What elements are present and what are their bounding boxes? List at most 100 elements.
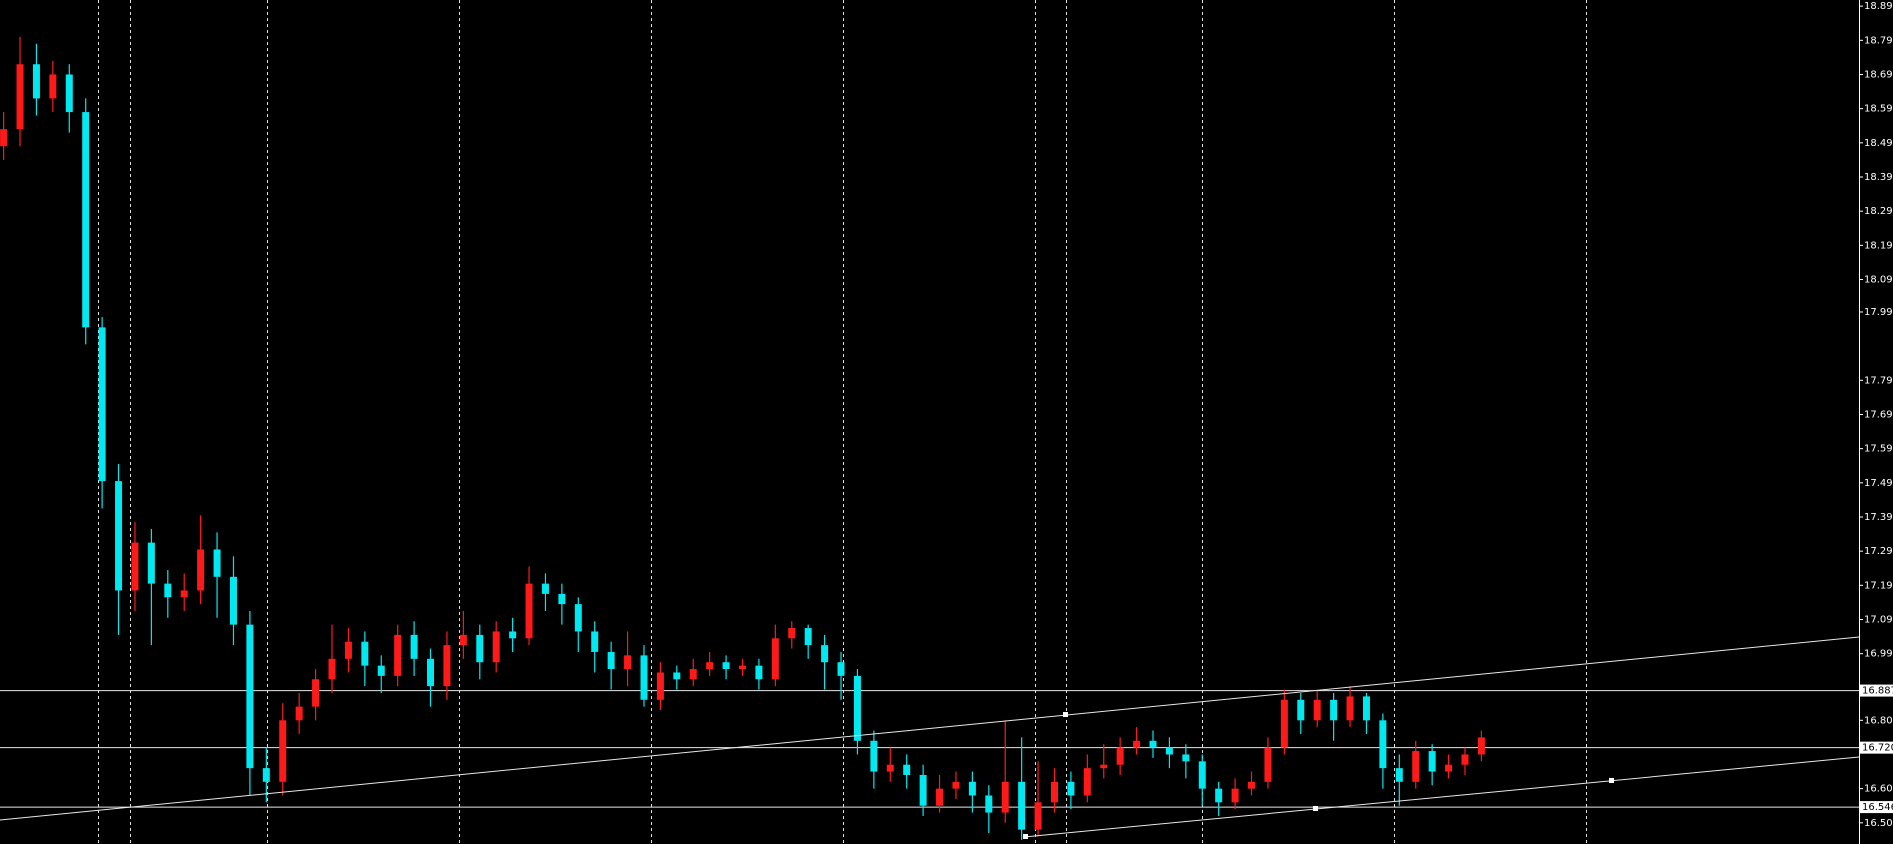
candles — [0, 36, 1485, 840]
anchor-point — [1023, 834, 1028, 839]
candle-body — [164, 583, 172, 598]
candle-body — [49, 74, 57, 99]
candle-body — [788, 628, 796, 639]
candle-body — [656, 672, 664, 700]
candle-body — [1100, 764, 1108, 769]
candle-body — [98, 327, 106, 482]
candle-body — [1412, 751, 1420, 782]
anchor-point — [1063, 712, 1068, 717]
price-level-label-box — [1860, 741, 1893, 754]
candle-body — [115, 481, 123, 591]
y-tick-label: 17.795 — [1864, 375, 1893, 386]
candle-body — [443, 645, 451, 687]
candle-body — [1428, 751, 1436, 772]
candle-body — [804, 628, 812, 646]
candle-body — [229, 576, 237, 625]
candle-body — [525, 583, 533, 639]
candle-body — [1215, 788, 1223, 803]
y-tick-label: 16.995 — [1864, 649, 1893, 660]
y-tick-label: 18.690 — [1864, 69, 1893, 80]
candle-body — [624, 655, 632, 670]
y-tick-label: 16.600 — [1864, 784, 1893, 795]
y-tick-label: 17.995 — [1864, 307, 1893, 318]
y-tick-label: 17.695 — [1864, 409, 1893, 420]
anchor-point — [1313, 806, 1318, 811]
y-tick-label: 18.590 — [1864, 104, 1893, 115]
candle-body — [968, 781, 976, 796]
candle-body — [427, 658, 435, 687]
candle-body — [591, 631, 599, 652]
price-level-label-box — [1860, 684, 1893, 697]
candle-body — [82, 112, 90, 328]
candle-body — [706, 662, 714, 670]
y-tick-label: 18.390 — [1864, 172, 1893, 183]
candle-body — [328, 658, 336, 680]
candle-body — [1477, 737, 1485, 755]
candle-body — [1149, 740, 1157, 748]
candle-body — [295, 706, 303, 721]
candle-body — [1083, 768, 1091, 796]
candle-body — [821, 645, 829, 663]
y-tick-label: 17.395 — [1864, 512, 1893, 523]
candle-body — [394, 634, 402, 676]
candle-body — [459, 634, 467, 646]
candle-body — [1379, 720, 1387, 769]
y-tick-label: 17.295 — [1864, 546, 1893, 557]
candle-body — [1297, 699, 1305, 721]
candle-body — [147, 542, 155, 584]
candle-body — [985, 795, 993, 813]
anchor-point — [1609, 778, 1614, 783]
candle-body — [1461, 754, 1469, 765]
candle-body — [476, 634, 484, 663]
y-tick-label: 18.490 — [1864, 138, 1893, 149]
candle-body — [771, 638, 779, 680]
candle-body — [16, 64, 24, 130]
period-separators — [98, 0, 1587, 844]
y-tick-label: 17.195 — [1864, 580, 1893, 591]
candle-body — [1050, 781, 1058, 803]
candle-body — [1182, 754, 1190, 762]
candle-body — [1067, 781, 1075, 796]
candle-body — [886, 764, 894, 772]
y-tick-label: 16.800 — [1864, 715, 1893, 726]
candle-body — [722, 662, 730, 670]
candle-body — [1248, 781, 1256, 789]
candle-body — [1395, 768, 1403, 782]
candle-body — [870, 740, 878, 772]
candle-body — [837, 662, 845, 676]
candle-body — [279, 720, 287, 782]
price-levels — [0, 690, 1859, 808]
candle-body — [32, 64, 40, 99]
candle-body — [1001, 781, 1009, 813]
trend-lines — [0, 636, 1860, 839]
candle-body — [361, 641, 369, 666]
y-tick-label: 18.790 — [1864, 35, 1893, 46]
candle-body — [1264, 747, 1272, 782]
y-tick-label: 17.595 — [1864, 444, 1893, 455]
candle-body — [739, 665, 746, 670]
candle-body — [574, 604, 582, 632]
candle-body — [1165, 747, 1173, 755]
candle-body — [1280, 699, 1288, 748]
candle-body — [952, 781, 960, 789]
candle-body — [509, 631, 517, 639]
y-tick-label: 17.095 — [1864, 615, 1893, 626]
candle-body — [1133, 740, 1141, 748]
candle-body — [1034, 802, 1042, 830]
candle-body — [853, 675, 861, 741]
candle-body — [262, 768, 270, 782]
candle-body — [919, 774, 927, 806]
candle-body — [65, 74, 73, 113]
candle-body — [558, 593, 566, 605]
candle-body — [1346, 696, 1354, 721]
y-tick-label: 18.190 — [1864, 240, 1893, 251]
candle-body — [607, 651, 615, 670]
candle-body — [344, 641, 352, 659]
candle-body — [180, 590, 188, 598]
candle-body — [1445, 764, 1453, 772]
trend-line — [1023, 756, 1860, 838]
y-tick-label: 18.090 — [1864, 275, 1893, 286]
candle-body — [0, 129, 8, 147]
